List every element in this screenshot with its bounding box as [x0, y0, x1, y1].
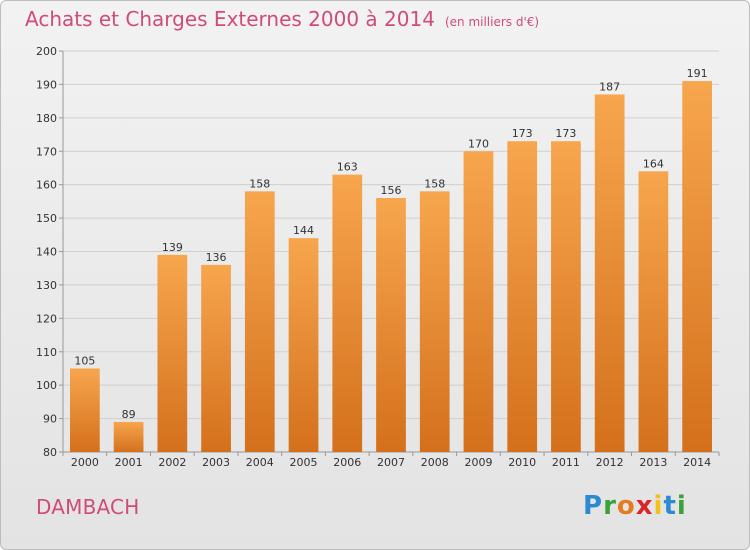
logo-letter: t — [663, 491, 677, 521]
x-tick-label: 2012 — [596, 456, 624, 469]
logo-letter: x — [635, 491, 654, 521]
y-tick-label: 180 — [36, 112, 57, 125]
data-label: 164 — [643, 157, 664, 170]
logo-letter: P — [583, 491, 604, 521]
y-tick-label: 100 — [36, 379, 57, 392]
data-label: 163 — [337, 161, 358, 174]
bar — [113, 421, 144, 452]
data-label: 156 — [381, 184, 402, 197]
proxiti-logo: Proxiti — [583, 491, 687, 521]
bar — [463, 151, 494, 452]
y-tick-label: 80 — [43, 446, 57, 459]
bar — [288, 238, 319, 452]
bar — [594, 94, 625, 453]
bars — [69, 81, 713, 453]
y-tick-label: 200 — [36, 45, 57, 58]
bar — [69, 368, 100, 452]
bar — [157, 254, 188, 452]
data-label: 158 — [424, 177, 445, 190]
y-tick-label: 130 — [36, 279, 57, 292]
y-tick-label: 90 — [43, 413, 57, 426]
data-labels: 105 89 139 136 158 144 163 156 158 170 173 173 187 16… — [74, 67, 707, 421]
bar — [507, 141, 538, 452]
x-tick-label: 2001 — [115, 456, 143, 469]
bar — [682, 81, 713, 452]
logo-letter: i — [676, 491, 687, 521]
logo-letter: o — [616, 491, 636, 521]
axes: 80 90 100 110 120 130 140 150 160 170 180 190 200 200… — [36, 45, 720, 469]
x-tick-label: 2014 — [683, 456, 711, 469]
y-tick-label: 160 — [36, 179, 57, 192]
x-tick-label: 2013 — [639, 456, 667, 469]
data-label: 191 — [687, 67, 708, 80]
data-label: 187 — [599, 80, 620, 93]
bar — [332, 174, 363, 452]
y-tick-label: 140 — [36, 246, 57, 259]
x-tick-label: 2004 — [246, 456, 274, 469]
x-tick-label: 2006 — [333, 456, 361, 469]
data-label: 144 — [293, 224, 314, 237]
y-tick-label: 120 — [36, 312, 57, 325]
chart-title: Achats et Charges Externes 2000 à 2014 (e… — [25, 7, 539, 31]
x-tick-label: 2005 — [290, 456, 318, 469]
unit-text: (en milliers d'€) — [444, 15, 540, 29]
x-tick-label: 2009 — [464, 456, 492, 469]
bar — [551, 141, 581, 452]
x-tick-label: 2008 — [421, 456, 449, 469]
bar — [201, 264, 231, 452]
title-text: Achats et Charges Externes 2000 à 2014 — [25, 7, 435, 31]
bar — [376, 198, 406, 452]
bar — [638, 171, 669, 453]
x-tick-label: 2010 — [508, 456, 536, 469]
data-label: 173 — [555, 127, 576, 140]
logo-letter: i — [653, 491, 664, 521]
data-label: 170 — [468, 137, 489, 150]
y-tick-label: 170 — [36, 145, 57, 158]
logo-letter: r — [603, 491, 617, 521]
y-tick-label: 110 — [36, 346, 57, 359]
bar — [419, 191, 450, 452]
data-label: 158 — [249, 177, 270, 190]
x-tick-label: 2011 — [552, 456, 580, 469]
data-label: 105 — [74, 354, 95, 367]
data-label: 139 — [162, 241, 183, 254]
bar — [244, 191, 275, 452]
data-label: 173 — [512, 127, 533, 140]
x-tick-label: 2003 — [202, 456, 230, 469]
y-tick-label: 190 — [36, 78, 57, 91]
commune-name: DAMBACH — [36, 495, 140, 519]
x-tick-label: 2007 — [377, 456, 405, 469]
data-label: 136 — [206, 251, 227, 264]
x-tick-label: 2000 — [71, 456, 99, 469]
x-tick-label: 2002 — [158, 456, 186, 469]
data-label: 89 — [122, 408, 136, 421]
y-tick-label: 150 — [36, 212, 57, 225]
